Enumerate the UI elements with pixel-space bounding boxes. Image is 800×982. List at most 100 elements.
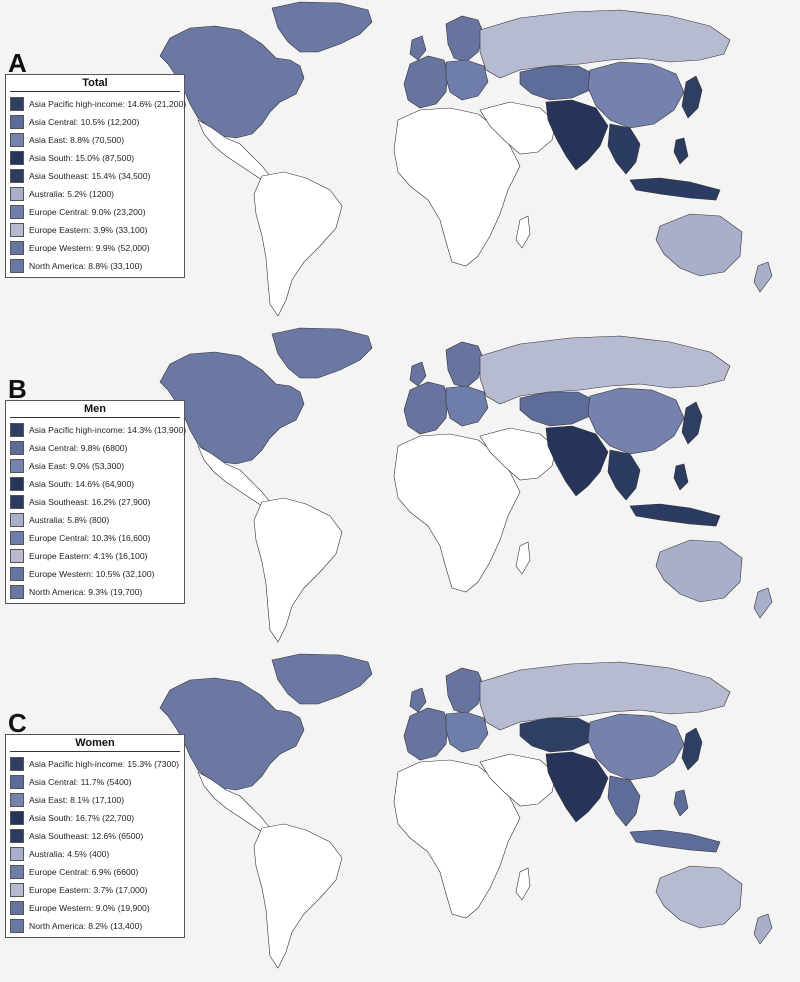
legend-label: Australia: 4.5% (400) bbox=[29, 849, 110, 859]
legend-item: Europe Central: 10.3% (16,600) bbox=[10, 529, 180, 547]
legend-swatch bbox=[10, 757, 24, 771]
legend-item: Europe Central: 6.9% (6600) bbox=[10, 863, 180, 881]
legend-label: Asia Southeast: 12.6% (6500) bbox=[29, 831, 144, 841]
legend-label: Asia Southeast: 16.2% (27,900) bbox=[29, 497, 151, 507]
legend-swatch bbox=[10, 97, 24, 111]
legend-label: Europe Western: 9.9% (52,000) bbox=[29, 243, 150, 253]
region-asia-southeast bbox=[673, 137, 689, 165]
region-asia-south bbox=[545, 751, 609, 823]
legend-item: Asia Central: 10.5% (12,200) bbox=[10, 113, 180, 131]
legend-label: Asia Pacific high-income: 15.3% (7300) bbox=[29, 759, 179, 769]
region-asia-southeast bbox=[629, 503, 721, 527]
legend-label: Europe Western: 10.5% (32,100) bbox=[29, 569, 155, 579]
region-no-data bbox=[479, 427, 557, 481]
region-europe-western bbox=[445, 667, 485, 715]
legend-swatch bbox=[10, 477, 24, 491]
legend-item: Asia East: 8.1% (17,100) bbox=[10, 791, 180, 809]
region-asia-central bbox=[519, 391, 595, 427]
legend-item: Australia: 5.2% (1200) bbox=[10, 185, 180, 203]
panel-women: C Women Asia Pacific high-income: 15.3% … bbox=[0, 652, 800, 972]
legend-item: Asia Southeast: 15.4% (34,500) bbox=[10, 167, 180, 185]
legend-title: Total bbox=[10, 77, 180, 92]
legend-label: Europe Eastern: 3.7% (17,000) bbox=[29, 885, 148, 895]
legend-label: Asia Central: 9.8% (6800) bbox=[29, 443, 128, 453]
legend-label: Europe Eastern: 3.9% (33,100) bbox=[29, 225, 148, 235]
legend-label: Asia South: 15.0% (87,500) bbox=[29, 153, 135, 163]
legend-swatch bbox=[10, 793, 24, 807]
legend-label: Europe Western: 9.0% (19,900) bbox=[29, 903, 150, 913]
region-no-data bbox=[515, 867, 531, 901]
region-europe-western bbox=[409, 361, 427, 387]
legend-label: North America: 8.8% (33,100) bbox=[29, 261, 143, 271]
legend-label: Asia Pacific high-income: 14.3% (13,900) bbox=[29, 425, 187, 435]
region-asia-southeast bbox=[629, 829, 721, 853]
panel-letter: A bbox=[8, 48, 27, 78]
panel-letter: C bbox=[8, 708, 27, 738]
region-asia-south bbox=[545, 99, 609, 171]
legend-item: Europe Eastern: 3.9% (33,100) bbox=[10, 221, 180, 239]
region-asia-pacific-high-income bbox=[753, 587, 773, 619]
legend-item: Australia: 4.5% (400) bbox=[10, 845, 180, 863]
legend-title: Women bbox=[10, 737, 180, 752]
legend-swatch bbox=[10, 901, 24, 915]
legend-swatch bbox=[10, 513, 24, 527]
legend-item: Europe Western: 10.5% (32,100) bbox=[10, 565, 180, 583]
panel-men: B Men Asia Pacific high-income: 14.3% (1… bbox=[0, 326, 800, 646]
region-europe-eastern bbox=[479, 335, 731, 405]
legend-item: Asia East: 8.8% (70,500) bbox=[10, 131, 180, 149]
region-asia-east bbox=[587, 713, 685, 781]
legend-item: Europe Central: 9.0% (23,200) bbox=[10, 203, 180, 221]
region-europe-eastern bbox=[479, 9, 731, 79]
legend-item: Australia: 5.8% (800) bbox=[10, 511, 180, 529]
legend-swatch bbox=[10, 133, 24, 147]
legend-label: Europe Central: 10.3% (16,600) bbox=[29, 533, 151, 543]
world-map bbox=[159, 1, 773, 317]
legend: Total Asia Pacific high-income: 14.6% (2… bbox=[5, 74, 186, 278]
legend-label: North America: 9.3% (19,700) bbox=[29, 587, 143, 597]
legend-swatch bbox=[10, 775, 24, 789]
legend-item: Asia South: 14.6% (64,900) bbox=[10, 475, 180, 493]
legend-item: North America: 9.3% (19,700) bbox=[10, 583, 180, 601]
legend-item: Asia Pacific high-income: 14.6% (21,200) bbox=[10, 95, 186, 113]
legend-label: Asia East: 9.0% (53,300) bbox=[29, 461, 125, 471]
region-europe-central bbox=[445, 385, 489, 427]
legend-swatch bbox=[10, 585, 24, 599]
legend-label: North America: 8.2% (13,400) bbox=[29, 921, 143, 931]
region-north-america bbox=[271, 1, 373, 53]
legend: Men Asia Pacific high-income: 14.3% (13,… bbox=[5, 400, 187, 604]
region-asia-pacific-high-income bbox=[681, 401, 703, 445]
legend-label: Europe Central: 6.9% (6600) bbox=[29, 867, 139, 877]
legend-label: Asia Pacific high-income: 14.6% (21,200) bbox=[29, 99, 187, 109]
region-asia-pacific-high-income bbox=[753, 261, 773, 293]
legend-label: Australia: 5.2% (1200) bbox=[29, 189, 115, 199]
legend-swatch bbox=[10, 441, 24, 455]
region-asia-southeast bbox=[607, 449, 641, 501]
legend-item: North America: 8.2% (13,400) bbox=[10, 917, 180, 935]
region-europe-western bbox=[445, 15, 485, 63]
legend-item: Europe Western: 9.9% (52,000) bbox=[10, 239, 180, 257]
region-asia-southeast bbox=[607, 775, 641, 827]
legend-item: Asia East: 9.0% (53,300) bbox=[10, 457, 180, 475]
legend-swatch bbox=[10, 187, 24, 201]
legend-item: Europe Eastern: 4.1% (16,100) bbox=[10, 547, 180, 565]
region-asia-southeast bbox=[607, 123, 641, 175]
legend-swatch bbox=[10, 865, 24, 879]
region-no-data bbox=[393, 759, 521, 919]
region-no-data bbox=[479, 753, 557, 807]
legend-swatch bbox=[10, 459, 24, 473]
legend-swatch bbox=[10, 423, 24, 437]
legend-swatch bbox=[10, 919, 24, 933]
legend-swatch bbox=[10, 495, 24, 509]
legend-label: Asia East: 8.1% (17,100) bbox=[29, 795, 125, 805]
legend-swatch bbox=[10, 567, 24, 581]
legend-item: Asia Central: 9.8% (6800) bbox=[10, 439, 180, 457]
legend-swatch bbox=[10, 223, 24, 237]
legend-item: Asia Southeast: 12.6% (6500) bbox=[10, 827, 180, 845]
legend-item: Asia South: 15.0% (87,500) bbox=[10, 149, 180, 167]
region-no-data bbox=[253, 497, 343, 643]
region-no-data bbox=[253, 171, 343, 317]
region-asia-southeast bbox=[673, 463, 689, 491]
region-asia-east bbox=[587, 387, 685, 455]
region-australia bbox=[655, 213, 743, 277]
legend: Women Asia Pacific high-income: 15.3% (7… bbox=[5, 734, 185, 938]
